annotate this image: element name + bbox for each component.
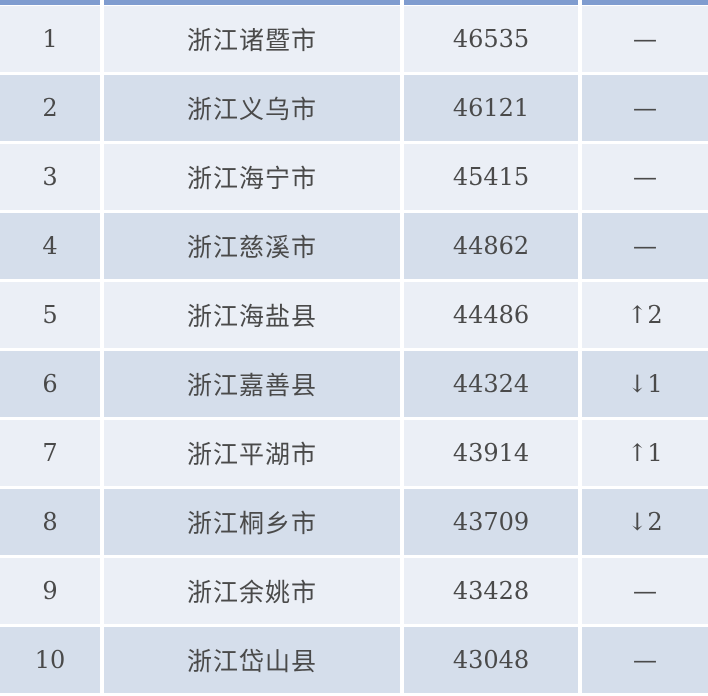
value-cell: 43914	[404, 420, 578, 486]
header-cell	[104, 0, 400, 5]
rank-cell: 7	[0, 420, 100, 486]
change-cell: ↓1	[582, 351, 708, 417]
change-cell: —	[582, 558, 708, 624]
table-row: 1 浙江诸暨市 46535—	[0, 6, 708, 72]
header-cell	[0, 0, 100, 5]
rank-cell: 8	[0, 489, 100, 555]
table-row: 4 浙江慈溪市 44862—	[0, 213, 708, 279]
header-cell	[582, 0, 708, 5]
value-cell: 44862	[404, 213, 578, 279]
city-cell: 浙江嘉善县	[104, 351, 400, 417]
rank-cell: 6	[0, 351, 100, 417]
city-cell: 浙江诸暨市	[104, 6, 400, 72]
rank-cell: 4	[0, 213, 100, 279]
table-row: 6 浙江嘉善县 44324 ↓1	[0, 351, 708, 417]
table-row: 8 浙江桐乡市 43709 ↓2	[0, 489, 708, 555]
city-cell: 浙江岱山县	[104, 627, 400, 693]
table-row: 5 浙江海盐县 44486 ↑2	[0, 282, 708, 348]
change-cell: —	[582, 6, 708, 72]
change-cell: —	[582, 144, 708, 210]
city-cell: 浙江海盐县	[104, 282, 400, 348]
value-cell: 43048	[404, 627, 578, 693]
rank-cell: 2	[0, 75, 100, 141]
table-row: 9 浙江余姚市 43428—	[0, 558, 708, 624]
value-cell: 43709	[404, 489, 578, 555]
city-cell: 浙江慈溪市	[104, 213, 400, 279]
value-cell: 45415	[404, 144, 578, 210]
city-cell: 浙江余姚市	[104, 558, 400, 624]
header-bar	[0, 0, 708, 5]
city-cell: 浙江平湖市	[104, 420, 400, 486]
table-row: 7 浙江平湖市 43914 ↑1	[0, 420, 708, 486]
city-cell: 浙江义乌市	[104, 75, 400, 141]
value-cell: 46121	[404, 75, 578, 141]
table-row: 10 浙江岱山县 43048—	[0, 627, 708, 693]
value-cell: 44486	[404, 282, 578, 348]
change-cell: ↑2	[582, 282, 708, 348]
table-row: 3 浙江海宁市 45415—	[0, 144, 708, 210]
change-cell: —	[582, 627, 708, 693]
change-cell: —	[582, 213, 708, 279]
header-cell	[404, 0, 578, 5]
city-cell: 浙江桐乡市	[104, 489, 400, 555]
rank-cell: 10	[0, 627, 100, 693]
value-cell: 44324	[404, 351, 578, 417]
rank-cell: 1	[0, 6, 100, 72]
value-cell: 43428	[404, 558, 578, 624]
ranking-table: 1 浙江诸暨市 46535—2 浙江义乌市 46121—3 浙江海宁市 45415—4 浙江慈…	[0, 6, 708, 696]
rank-cell: 9	[0, 558, 100, 624]
rank-cell: 5	[0, 282, 100, 348]
table-row: 2 浙江义乌市 46121—	[0, 75, 708, 141]
change-cell: —	[582, 75, 708, 141]
change-cell: ↓2	[582, 489, 708, 555]
city-cell: 浙江海宁市	[104, 144, 400, 210]
value-cell: 46535	[404, 6, 578, 72]
rank-cell: 3	[0, 144, 100, 210]
change-cell: ↑1	[582, 420, 708, 486]
